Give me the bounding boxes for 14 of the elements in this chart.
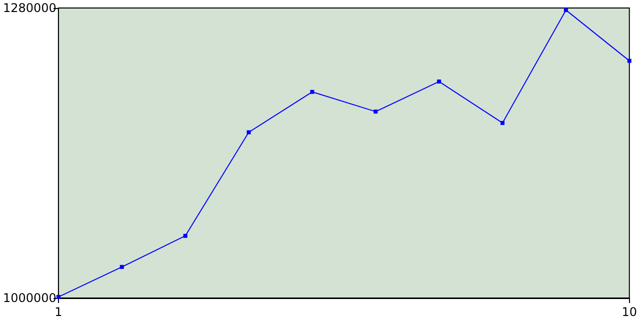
point — [627, 58, 632, 63]
y-tick-label: 1000000 — [2, 291, 56, 305]
x-tick-label: 10 — [622, 305, 638, 319]
point — [120, 264, 124, 269]
point — [246, 130, 251, 134]
point — [500, 120, 504, 125]
point — [564, 8, 568, 12]
point — [437, 80, 442, 84]
point — [374, 110, 378, 114]
y-tick-label: 1280000 — [2, 1, 56, 15]
point — [56, 294, 60, 299]
point — [310, 90, 314, 94]
point — [183, 234, 188, 238]
x-tick-label: 1 — [54, 305, 62, 319]
